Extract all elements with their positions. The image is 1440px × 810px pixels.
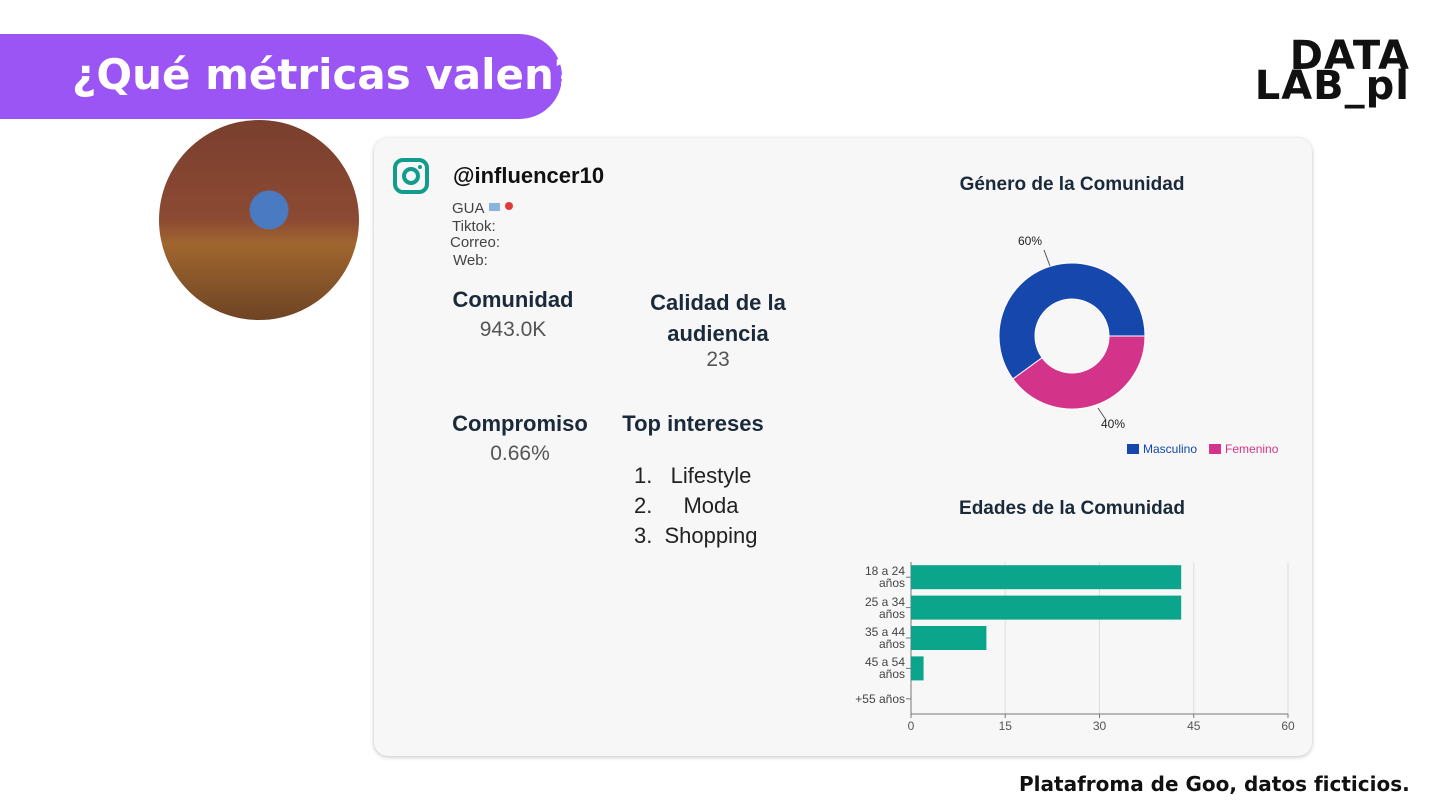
metric-label: Comunidad bbox=[452, 287, 574, 312]
metric-value: 0.66% bbox=[490, 442, 550, 465]
leader-line bbox=[1043, 249, 1051, 267]
list-item: Shopping bbox=[664, 523, 758, 548]
flag-icon bbox=[489, 203, 500, 211]
legend-swatch bbox=[1209, 444, 1222, 454]
profile-card bbox=[374, 138, 1312, 756]
leader-line bbox=[1097, 407, 1107, 421]
logo-line: LAB_pl bbox=[1254, 63, 1410, 109]
bar bbox=[911, 626, 987, 650]
field: Correo: bbox=[450, 234, 501, 251]
profile-photo bbox=[159, 120, 359, 320]
handle: @influencer10 bbox=[453, 163, 605, 188]
bar bbox=[911, 565, 1182, 590]
y-tick-label: 25 a 34 años bbox=[864, 594, 905, 621]
footer-note: Platafroma de Goo, datos ficticios. bbox=[1019, 772, 1410, 796]
metric-label: Calidad de la audiencia bbox=[650, 290, 786, 346]
slide-title: ¿Qué métricas valen? bbox=[72, 50, 579, 99]
bar bbox=[911, 595, 1182, 620]
y-tick-label: 45 a 54 años bbox=[864, 655, 905, 682]
value-label: 60% bbox=[1018, 234, 1042, 248]
legend-label: Femenino bbox=[1225, 442, 1279, 456]
y-tick-label: 35 a 44 años bbox=[864, 625, 905, 651]
donut-slice bbox=[1012, 335, 1146, 410]
list-item: Moda bbox=[683, 493, 739, 518]
field: Tiktok: bbox=[452, 218, 496, 235]
location: GUA bbox=[452, 200, 485, 217]
list-number: 3. bbox=[634, 523, 653, 548]
chart-title: Género de la Comunidad bbox=[960, 174, 1185, 195]
instagram-icon bbox=[402, 167, 420, 185]
list-number: 2. bbox=[634, 493, 653, 518]
list-number: 1. bbox=[634, 463, 653, 488]
x-tick-label: 60 bbox=[1281, 719, 1295, 733]
legend-swatch bbox=[1127, 444, 1139, 454]
metric-label: Top intereses bbox=[622, 411, 764, 436]
instagram-icon bbox=[393, 158, 429, 194]
y-tick-label: 18 a 24 años bbox=[864, 564, 905, 591]
donut-slice bbox=[998, 262, 1146, 380]
title-banner bbox=[0, 34, 562, 119]
y-tick-label: +55 años bbox=[855, 691, 905, 706]
instagram-icon bbox=[418, 165, 422, 169]
legend-label: Masculino bbox=[1143, 442, 1197, 456]
pin-icon bbox=[505, 202, 513, 210]
metric-label: Compromiso bbox=[452, 411, 588, 436]
bar bbox=[911, 656, 924, 681]
list-item: Lifestyle bbox=[670, 463, 752, 488]
logo-line: DATA bbox=[1289, 33, 1410, 79]
value-label: 40% bbox=[1101, 417, 1125, 431]
field: Web: bbox=[453, 252, 488, 269]
x-tick-label: 15 bbox=[999, 719, 1013, 733]
chart-title: Edades de la Comunidad bbox=[959, 498, 1185, 519]
x-tick-label: 45 bbox=[1187, 719, 1201, 733]
metric-value: 943.0K bbox=[479, 318, 547, 341]
x-tick-label: 0 bbox=[908, 719, 915, 733]
x-tick-label: 30 bbox=[1093, 719, 1107, 733]
metric-value: 23 bbox=[706, 348, 730, 371]
